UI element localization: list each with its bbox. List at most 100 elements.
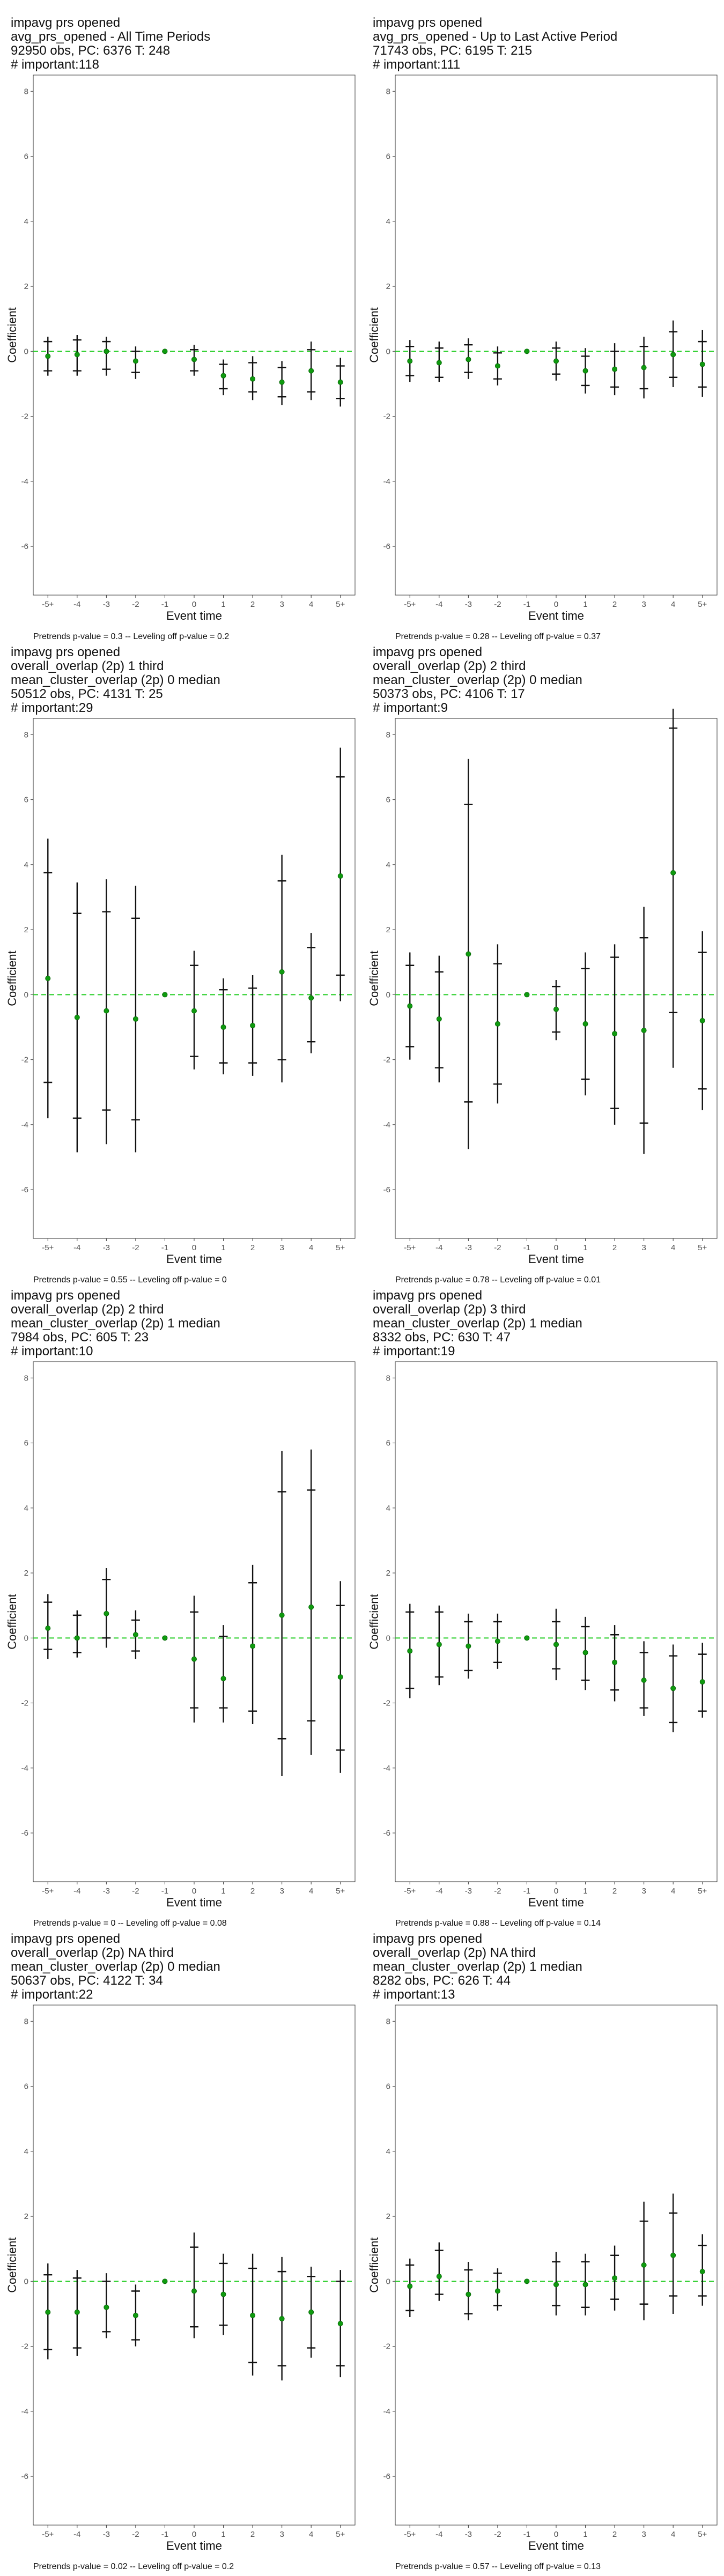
y-tick-label: 2	[386, 925, 390, 934]
x-tick-label: 4	[309, 1887, 313, 1896]
y-tick-label: 6	[386, 2082, 390, 2091]
x-tick-label: 5+	[698, 1243, 707, 1252]
estimate-point	[250, 1022, 256, 1028]
estimate-point	[641, 1677, 647, 1683]
x-tick-label: 4	[309, 600, 313, 609]
estimate-point	[45, 353, 51, 359]
estimate-point	[524, 992, 530, 998]
y-tick-label: 8	[386, 730, 390, 739]
chart-title-line: 8332 obs, PC: 630 T: 47	[373, 1330, 511, 1345]
x-tick-label: -5+	[42, 2530, 54, 2539]
pvalue-footer: Pretrends p-value = 0.57 -- Leveling off…	[395, 2562, 601, 2571]
y-tick-label: 6	[24, 796, 28, 805]
x-tick-label: 3	[641, 1887, 646, 1896]
chart-title-line: avg_prs_opened - All Time Periods	[11, 29, 210, 44]
estimate-point	[436, 1016, 442, 1022]
x-axis-label: Event time	[528, 609, 584, 622]
estimate-point	[670, 1686, 676, 1691]
x-tick-label: 4	[309, 2530, 313, 2539]
y-tick-label: -6	[383, 1185, 390, 1194]
x-tick-label: -4	[73, 1887, 80, 1896]
x-axis-label: Event time	[166, 2539, 222, 2552]
chart-title-line: 50373 obs, PC: 4106 T: 17	[373, 687, 525, 701]
x-tick-label: -4	[435, 1243, 442, 1252]
chart-title-line: overall_overlap (2p) 1 third	[11, 659, 164, 673]
estimate-point	[220, 373, 226, 378]
estimate-point	[162, 992, 168, 998]
x-tick-label: -3	[465, 1243, 472, 1252]
estimate-point	[407, 358, 413, 364]
y-tick-label: -4	[383, 1120, 390, 1130]
estimate-point	[699, 361, 705, 367]
x-tick-label: 2	[612, 1887, 617, 1896]
chart-title-line: overall_overlap (2p) 3 third	[373, 1302, 526, 1317]
pvalue-footer: Pretrends p-value = 0 -- Leveling off p-…	[33, 1919, 227, 1928]
x-tick-label: -4	[73, 1243, 80, 1252]
estimate-point	[494, 1021, 500, 1027]
y-axis-label: Coefficient	[367, 307, 381, 363]
estimate-point	[494, 363, 500, 369]
chart-title-line: impavg prs opened	[373, 645, 482, 659]
y-tick-label: -6	[383, 1829, 390, 1838]
estimate-point	[104, 1610, 109, 1616]
estimate-point	[250, 2312, 256, 2318]
y-tick-label: 6	[386, 1439, 390, 1448]
estimate-point	[132, 358, 138, 364]
estimate-point	[641, 2262, 647, 2268]
x-tick-label: -2	[494, 600, 501, 609]
y-tick-label: -4	[21, 477, 28, 486]
x-tick-label: 1	[221, 1887, 225, 1896]
y-tick-label: -2	[21, 1699, 28, 1708]
x-tick-label: 4	[671, 600, 675, 609]
chart-title-line: # important:29	[11, 701, 93, 715]
x-tick-label: -4	[435, 600, 442, 609]
y-tick-label: -2	[21, 412, 28, 421]
x-tick-label: -1	[523, 1887, 530, 1896]
x-tick-label: -3	[103, 1887, 110, 1896]
pvalue-footer: Pretrends p-value = 0.28 -- Leveling off…	[395, 632, 601, 641]
pvalue-footer: Pretrends p-value = 0.88 -- Leveling off…	[395, 1919, 601, 1928]
y-tick-label: -2	[383, 1699, 390, 1708]
estimate-point	[553, 1642, 559, 1647]
pvalue-footer: Pretrends p-value = 0.02 -- Leveling off…	[33, 2562, 234, 2571]
estimate-point	[699, 2269, 705, 2275]
y-tick-label: 4	[24, 860, 28, 870]
chart-title-line: overall_overlap (2p) NA third	[11, 1946, 174, 1960]
y-tick-label: 2	[24, 2212, 28, 2221]
estimate-point	[582, 1021, 588, 1027]
x-axis-label: Event time	[166, 1896, 222, 1909]
x-tick-label: -4	[73, 600, 80, 609]
chart-title-line: 7984 obs, PC: 605 T: 23	[11, 1330, 149, 1345]
y-tick-label: 8	[386, 2017, 390, 2026]
x-tick-label: -5+	[42, 1887, 54, 1896]
estimate-point	[524, 348, 530, 354]
x-tick-label: -2	[132, 1887, 139, 1896]
x-tick-label: 5+	[336, 1243, 345, 1252]
chart-title-line: mean_cluster_overlap (2p) 1 median	[373, 1316, 582, 1331]
x-tick-label: 4	[309, 1243, 313, 1252]
y-tick-label: -6	[21, 542, 28, 551]
x-tick-label: 2	[612, 1243, 617, 1252]
chart-title-line: avg_prs_opened - Up to Last Active Perio…	[373, 29, 617, 44]
estimate-point	[407, 2283, 413, 2289]
x-tick-label: -3	[103, 1243, 110, 1252]
y-tick-label: -2	[21, 1056, 28, 1065]
chart-title-line: 8282 obs, PC: 626 T: 44	[373, 1973, 511, 1988]
y-tick-label: 4	[386, 1504, 390, 1513]
estimate-point	[337, 2321, 343, 2327]
estimate-point	[45, 976, 51, 981]
x-tick-label: 0	[192, 2530, 196, 2539]
y-tick-label: 0	[386, 2277, 390, 2286]
y-tick-label: 2	[386, 2212, 390, 2221]
estimate-point	[494, 1638, 500, 1644]
estimate-point	[162, 1635, 168, 1641]
estimate-point	[250, 1643, 256, 1649]
chart-title-line: impavg prs opened	[373, 1932, 482, 1946]
y-tick-label: 8	[24, 2017, 28, 2026]
chart-title-line: overall_overlap (2p) 2 third	[373, 659, 526, 673]
estimate-point	[466, 357, 471, 362]
y-tick-label: -4	[383, 1764, 390, 1773]
